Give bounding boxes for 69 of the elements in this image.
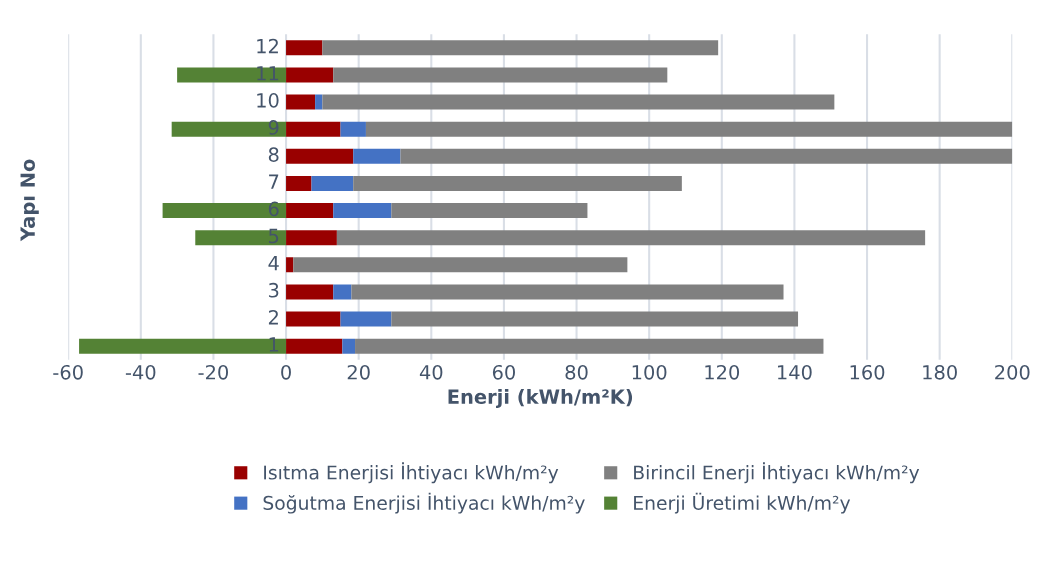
x-tick-label: 160 [850, 364, 885, 380]
x-tick-label: 40 [419, 364, 443, 380]
bar [391, 203, 588, 219]
bar [286, 175, 312, 191]
x-tick-label: 80 [565, 364, 588, 380]
y-tick-label: 11 [257, 66, 279, 81]
bar [286, 203, 334, 219]
bar [365, 121, 1013, 137]
bar [286, 148, 354, 164]
bar [286, 284, 334, 300]
x-tick-label: 60 [492, 364, 515, 380]
x-tick-label: -60 [53, 364, 83, 380]
x-axis-title: Enerji (kWh/m²K) [448, 388, 633, 408]
bar [286, 257, 294, 273]
legend-label: Birincil Enerji İhtiyacı kWh/m²y [634, 462, 920, 484]
x-tick-label: 120 [705, 364, 740, 380]
y-tick-label: 6 [268, 201, 279, 217]
y-tick-label: 8 [268, 147, 279, 162]
y-tick-label: 1 [269, 337, 279, 352]
x-tick-label: -40 [125, 364, 156, 380]
bar [315, 94, 323, 110]
bar [353, 175, 682, 191]
bar [340, 311, 392, 327]
bar [286, 94, 316, 110]
bar [322, 94, 835, 110]
x-tick-label: -20 [198, 364, 229, 380]
y-tick-label: 3 [268, 282, 279, 298]
y-tick-label: 10 [257, 93, 279, 108]
bar [286, 121, 341, 137]
bar [351, 284, 784, 300]
bar [286, 67, 334, 83]
y-tick-label: 9 [268, 120, 279, 135]
bar [171, 121, 287, 137]
y-tick-label: 7 [269, 174, 279, 189]
bar [286, 40, 323, 56]
y-tick-label: 4 [268, 255, 279, 271]
bar [195, 230, 287, 246]
bar [353, 148, 401, 164]
bar [342, 338, 356, 354]
bar [336, 230, 926, 246]
x-tick-label: 20 [347, 364, 370, 380]
legend-label: Enerji Üretimi kWh/m²y [634, 492, 851, 514]
bar [286, 311, 341, 327]
legend-label: Soğutma Enerjisi İhtiyacı kWh/m²y [263, 492, 585, 514]
bar [286, 230, 337, 246]
bar [79, 338, 287, 354]
bar [333, 203, 392, 219]
bar [177, 67, 287, 83]
y-tick-label: 2 [268, 309, 278, 325]
x-tick-label: 200 [995, 364, 1030, 380]
x-tick-label: 0 [281, 364, 291, 380]
y-axis-title: Yapı No [20, 159, 39, 242]
bar [311, 175, 354, 191]
bar [355, 338, 824, 354]
bar [333, 67, 668, 83]
bar [162, 203, 287, 219]
x-tick-label: 180 [923, 364, 957, 380]
bar [340, 121, 366, 137]
x-tick-label: 140 [777, 364, 812, 380]
y-tick-label: 5 [269, 228, 279, 244]
bar [391, 311, 799, 327]
bar [400, 148, 1013, 164]
bar [322, 40, 719, 56]
y-tick-label: 12 [257, 38, 278, 54]
bar [293, 257, 628, 273]
bar [333, 284, 352, 300]
x-tick-label: 100 [632, 364, 667, 380]
legend-label: Isıtma Enerjisi İhtiyacı kWh/m²y [264, 462, 559, 484]
bar [286, 338, 343, 354]
